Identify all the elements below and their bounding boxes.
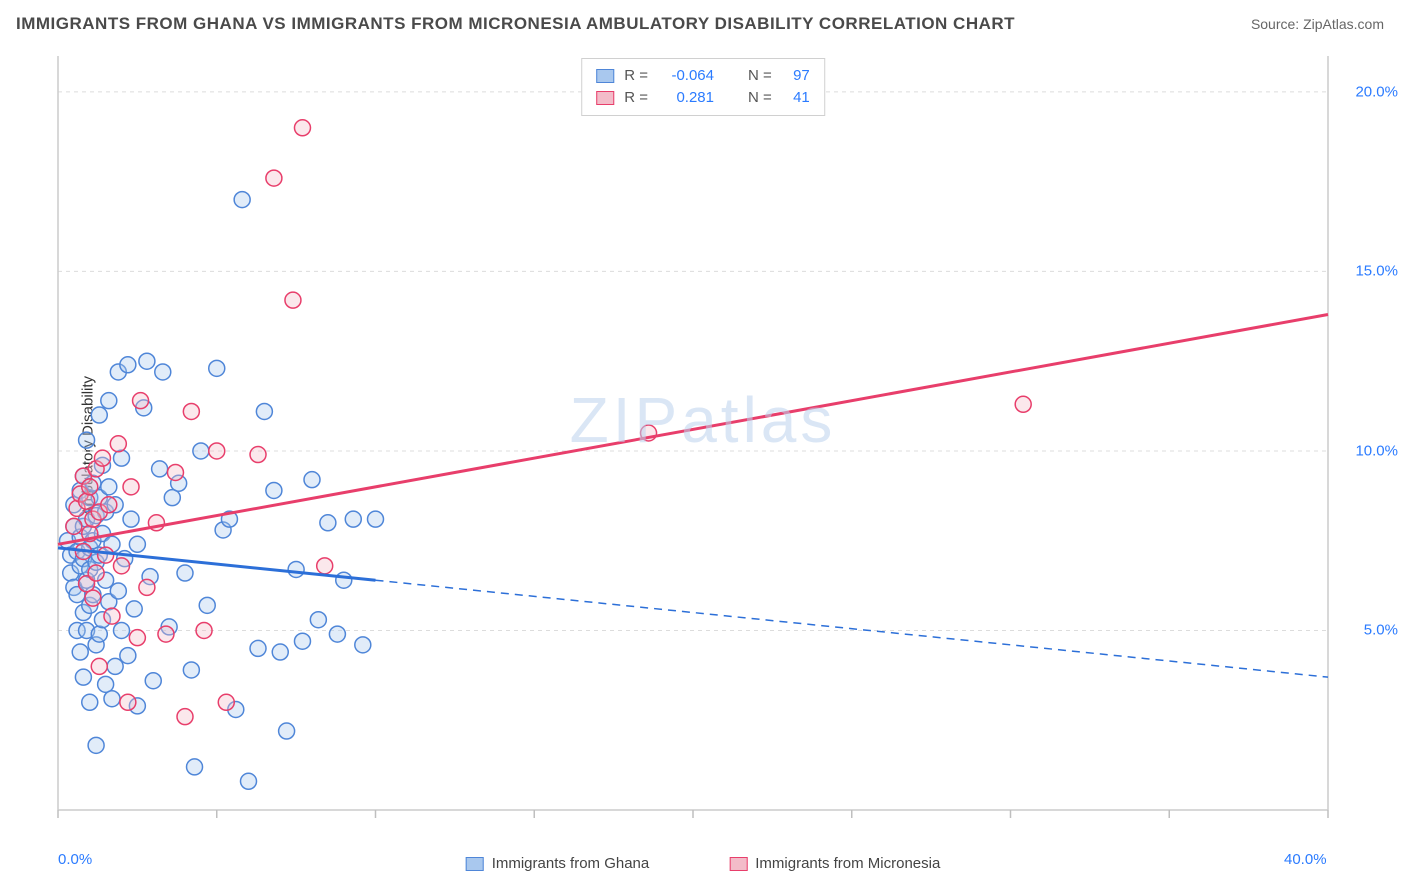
y-tick-label: 5.0% <box>1364 622 1398 639</box>
source-attribution: Source: ZipAtlas.com <box>1251 16 1384 32</box>
legend-stats-row: R = 0.281 N = 41 <box>596 87 810 109</box>
legend-series-label: Immigrants from Micronesia <box>755 855 940 872</box>
legend-stats-row: R = -0.064 N = 97 <box>596 65 810 87</box>
legend-series-item: Immigrants from Ghana <box>466 855 650 872</box>
legend-n-value: 41 <box>782 87 810 109</box>
legend-n-label: N = <box>748 65 772 87</box>
legend-n-value: 97 <box>782 65 810 87</box>
legend-series-label: Immigrants from Ghana <box>492 855 650 872</box>
legend-r-label: R = <box>624 65 648 87</box>
legend-n-label: N = <box>748 87 772 109</box>
x-tick-label: 40.0% <box>1284 851 1327 868</box>
legend-swatch <box>596 91 614 105</box>
chart-title: IMMIGRANTS FROM GHANA VS IMMIGRANTS FROM… <box>16 14 1015 34</box>
legend-r-value: 0.281 <box>658 87 714 109</box>
scatter-chart-svg <box>54 46 1394 840</box>
y-tick-label: 20.0% <box>1355 83 1398 100</box>
source-prefix: Source: <box>1251 16 1303 32</box>
x-tick-label: 0.0% <box>58 851 92 868</box>
legend-r-label: R = <box>624 87 648 109</box>
legend-series: Immigrants from Ghana Immigrants from Mic… <box>466 855 941 872</box>
y-tick-label: 15.0% <box>1355 263 1398 280</box>
chart-container: IMMIGRANTS FROM GHANA VS IMMIGRANTS FROM… <box>0 0 1406 892</box>
legend-swatch <box>729 857 747 871</box>
legend-swatch <box>596 69 614 83</box>
source-value: ZipAtlas.com <box>1303 16 1384 32</box>
legend-series-item: Immigrants from Micronesia <box>729 855 940 872</box>
legend-r-value: -0.064 <box>658 65 714 87</box>
y-tick-label: 10.0% <box>1355 442 1398 459</box>
legend-stats-box: R = -0.064 N = 97 R = 0.281 N = 41 <box>581 58 825 116</box>
legend-swatch <box>466 857 484 871</box>
